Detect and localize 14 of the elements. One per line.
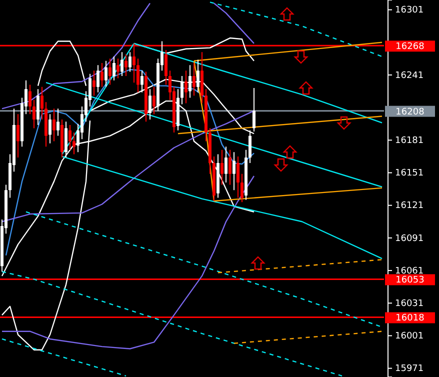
ref-line-label: 16053 — [396, 276, 424, 286]
y-tick-label: 15971 — [395, 364, 424, 374]
y-tick-label: 16151 — [395, 168, 424, 179]
y-tick-label: 16121 — [395, 201, 424, 212]
y-tick-label: 16241 — [395, 70, 424, 81]
y-tick-label: 16091 — [395, 234, 424, 244]
y-tick-label: 16001 — [395, 332, 424, 342]
ref-line-label: 16268 — [396, 42, 425, 52]
y-tick-label: 16031 — [395, 299, 424, 309]
ref-line-label: 16018 — [396, 314, 425, 324]
y-tick-label: 16181 — [395, 136, 424, 146]
ref-line-label: 16208 — [396, 107, 425, 118]
y-tick-label: 16301 — [395, 6, 424, 16]
y-tick-label: 16061 — [395, 266, 424, 276]
